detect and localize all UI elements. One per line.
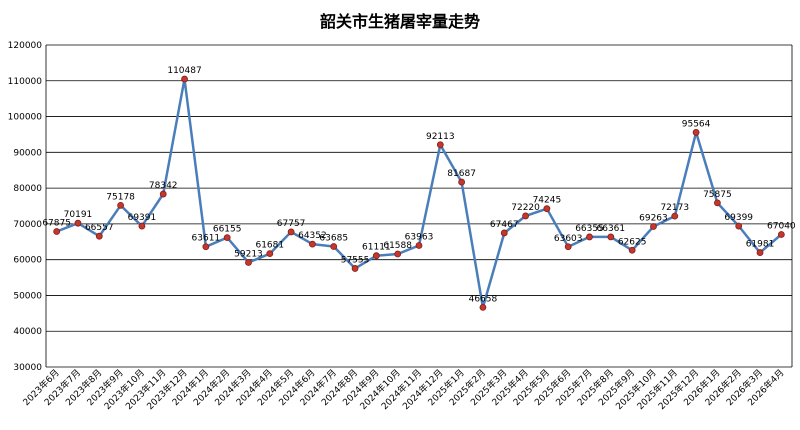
data-label: 66557	[85, 223, 114, 233]
data-point	[372, 252, 380, 260]
data-point	[266, 250, 274, 258]
data-point	[330, 243, 338, 250]
data-point	[351, 265, 359, 272]
data-label: 66155	[213, 225, 242, 235]
data-point	[245, 259, 252, 266]
data-label: 67875	[42, 218, 71, 228]
y-tick-label: 30000	[13, 363, 42, 373]
y-tick-label: 80000	[13, 184, 42, 194]
data-point	[522, 212, 529, 220]
data-label: 61588	[383, 241, 412, 251]
data-point	[543, 205, 551, 213]
y-tick-label: 110000	[8, 77, 43, 87]
data-label: 62625	[618, 237, 647, 247]
data-label: 66355	[575, 224, 604, 234]
data-label: 72173	[660, 203, 689, 213]
data-point	[415, 242, 423, 249]
data-label: 92113	[426, 132, 455, 142]
y-tick-label: 100000	[8, 113, 43, 123]
data-point	[287, 228, 295, 236]
y-tick-label: 40000	[13, 327, 42, 337]
data-label: 63603	[554, 234, 583, 244]
data-label: 69391	[128, 213, 157, 223]
data-point	[458, 178, 466, 186]
data-point	[671, 212, 679, 220]
data-point	[309, 240, 316, 248]
data-label: 61681	[255, 241, 284, 251]
data-point	[436, 141, 444, 149]
data-point	[586, 233, 593, 241]
data-label: 59213	[234, 249, 263, 259]
data-point	[756, 249, 764, 256]
data-point	[53, 228, 61, 235]
data-label: 63963	[405, 232, 434, 242]
data-point	[564, 243, 572, 251]
data-point	[692, 129, 700, 136]
y-tick-label: 50000	[13, 291, 42, 301]
data-point	[202, 243, 210, 251]
data-label: 67757	[277, 219, 306, 229]
data-point	[777, 231, 785, 238]
y-tick-label: 60000	[13, 256, 42, 266]
data-label: 67467	[490, 220, 519, 230]
data-label: 46658	[469, 294, 498, 304]
data-point	[181, 75, 188, 83]
data-label: 66361	[597, 224, 626, 234]
data-label: 69399	[724, 213, 753, 223]
data-label: 70191	[64, 210, 93, 220]
data-label: 64352	[298, 231, 327, 241]
data-label: 61981	[746, 240, 775, 250]
data-label: 57555	[341, 255, 370, 265]
data-label: 95564	[682, 119, 711, 129]
data-label: 75875	[703, 190, 732, 200]
data-label: 78342	[149, 181, 178, 191]
data-point	[95, 232, 103, 240]
y-tick-label: 70000	[13, 220, 42, 230]
data-label: 72220	[511, 203, 540, 213]
data-label: 74245	[533, 196, 562, 206]
data-label: 75178	[106, 192, 135, 202]
y-tick-label: 120000	[8, 41, 43, 51]
data-point	[607, 233, 615, 241]
data-point	[138, 222, 146, 230]
data-label: 61111	[362, 243, 391, 253]
data-point	[500, 229, 508, 237]
data-point	[628, 246, 636, 254]
data-point	[223, 234, 231, 242]
data-point	[650, 223, 657, 230]
data-label: 81687	[447, 169, 476, 179]
data-label: 63611	[192, 234, 221, 244]
data-label: 67040	[767, 221, 796, 231]
data-point	[159, 190, 167, 198]
data-point	[714, 199, 721, 207]
data-label: 110487	[167, 66, 201, 76]
data-point	[117, 201, 124, 209]
data-point	[735, 222, 743, 230]
data-label: 63685	[319, 233, 348, 243]
data-point	[394, 250, 402, 258]
chart-title: 韶关市生猪屠宰量走势	[319, 12, 480, 31]
data-point	[479, 304, 487, 311]
data-label: 69263	[639, 214, 668, 224]
y-tick-label: 90000	[13, 148, 42, 158]
data-point	[74, 219, 82, 227]
